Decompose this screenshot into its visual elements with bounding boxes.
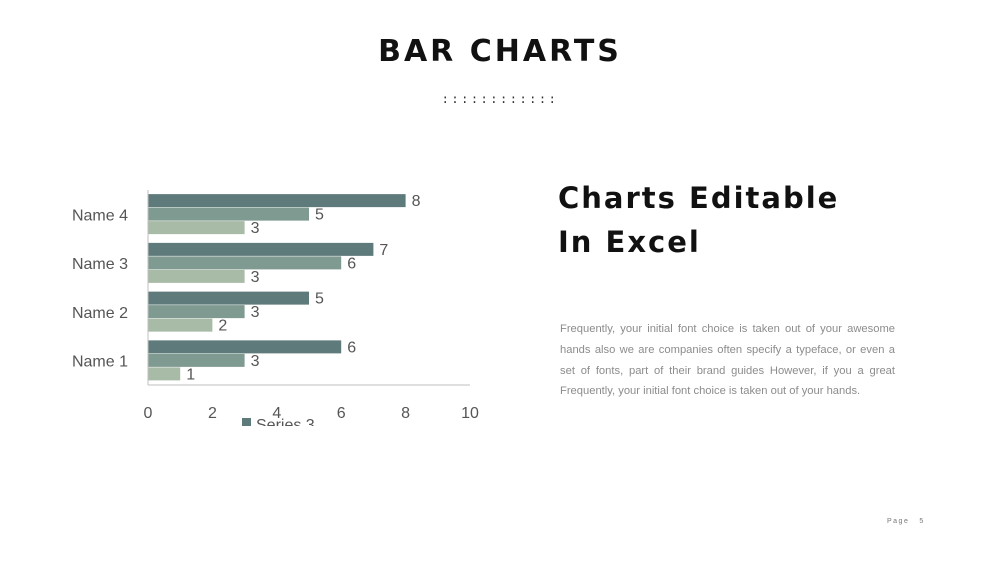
bar [148, 367, 181, 381]
bar [148, 194, 406, 208]
heading-line-1: Charts Editable [558, 181, 840, 215]
data-label: 8 [412, 193, 421, 210]
bar [148, 291, 309, 305]
x-tick-label: 8 [401, 405, 410, 422]
bar [148, 353, 245, 367]
category-label: Name 1 [72, 354, 128, 371]
page-footer: Page 5 [887, 518, 925, 525]
category-label: Name 2 [72, 305, 128, 322]
data-label: 3 [251, 269, 260, 286]
data-label: 3 [251, 304, 260, 321]
data-label: 2 [218, 318, 227, 335]
x-tick-label: 0 [144, 405, 153, 422]
legend-swatch [242, 418, 251, 426]
data-label: 3 [251, 220, 260, 237]
data-label: 5 [315, 207, 324, 224]
slide-title: BAR CHARTS [378, 34, 622, 69]
heading-line-2: In Excel [558, 225, 701, 259]
page-label: Page [887, 518, 910, 525]
bar [148, 256, 342, 270]
bar [148, 221, 245, 235]
data-label: 1 [186, 366, 195, 383]
body-paragraph: Frequently, your initial font choice is … [560, 323, 895, 398]
page-number: 5 [919, 518, 925, 525]
data-label: 6 [347, 255, 356, 272]
data-label: 5 [315, 291, 324, 308]
x-tick-label: 4 [272, 405, 281, 422]
title-divider-dots: :::::::::::: [441, 92, 559, 106]
bar [148, 340, 342, 354]
x-tick-label: 2 [208, 405, 217, 422]
bar [148, 318, 213, 332]
data-label: 7 [379, 242, 388, 259]
bar [148, 242, 374, 256]
category-label: Name 3 [72, 256, 128, 273]
x-tick-label: 6 [337, 405, 346, 422]
section-heading: Charts Editable In Excel [558, 176, 958, 264]
bar [148, 207, 309, 221]
bar [148, 305, 245, 319]
bar [148, 269, 245, 283]
category-label: Name 4 [72, 207, 128, 224]
x-tick-label: 10 [461, 405, 479, 422]
legend-label: Series 3 [256, 417, 315, 434]
data-label: 3 [251, 353, 260, 370]
data-label: 6 [347, 339, 356, 356]
bar-chart: 6 3 1 5 3 2 7 6 3 8 5 3 Name 1 Name 2 Name 3 Name 4 0 2 4… [72, 190, 479, 434]
